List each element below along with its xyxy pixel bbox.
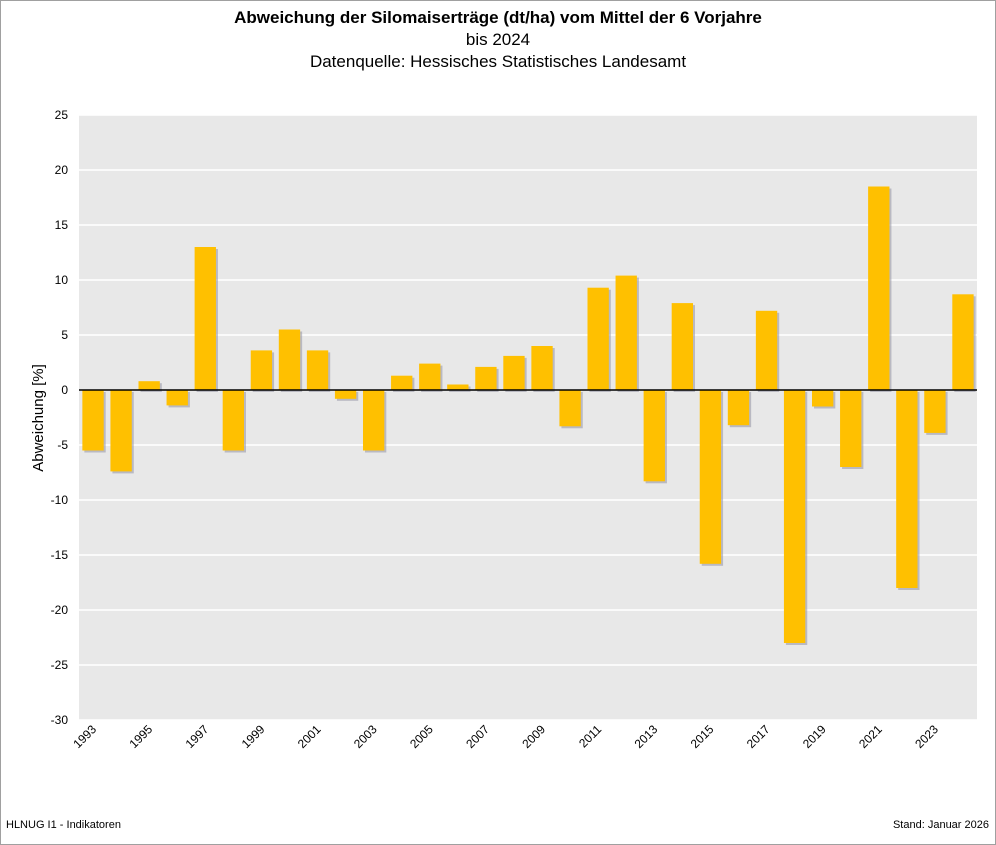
bar-2002 (334, 390, 357, 399)
bar-2020 (840, 390, 862, 467)
y-tick-label: 0 (61, 383, 68, 397)
x-tick-label: 2003 (351, 722, 380, 751)
bar-2024 (952, 294, 974, 390)
bar-1994 (110, 390, 132, 472)
chart-title: Abweichung der Silomaiserträge (dt/ha) v… (234, 8, 762, 27)
x-tick-label: 2001 (295, 722, 324, 751)
chart-source: Datenquelle: Hessisches Statistisches La… (309, 52, 687, 71)
y-tick-label: 20 (55, 163, 69, 177)
bar-1993 (82, 390, 104, 451)
bar-2008 (503, 355, 525, 390)
x-tick-label: 2015 (688, 722, 717, 751)
y-tick-label: 5 (61, 328, 68, 342)
bar-2023 (924, 390, 946, 433)
bar-2015 (699, 390, 722, 564)
chart-subtitle: bis 2024 (465, 30, 531, 49)
x-tick-label: 2011 (576, 722, 604, 750)
bar-2000 (278, 329, 301, 390)
bar-2021 (868, 186, 890, 390)
bar-2007 (475, 366, 497, 390)
footer-left: HLNUG I1 - Indikatoren (6, 819, 121, 831)
y-tick-label: 25 (55, 108, 69, 122)
y-tick-label: -20 (51, 603, 69, 617)
bar-2019 (811, 390, 834, 407)
y-tick-label: 10 (55, 273, 69, 287)
x-tick-label: 1999 (239, 722, 268, 751)
y-tick-label: 15 (55, 218, 69, 232)
x-tick-label: 2023 (912, 722, 941, 751)
bar-2022 (896, 390, 918, 588)
bar-1997 (194, 247, 216, 390)
bar-2017 (755, 310, 778, 390)
bar-2012 (615, 275, 637, 390)
x-tick-label: 1993 (70, 722, 99, 751)
bar-2001 (306, 350, 329, 390)
x-tick-label: 2005 (407, 722, 436, 751)
x-tick-label: 2021 (856, 722, 885, 751)
bar-1998 (222, 390, 245, 451)
y-tick-label: -15 (51, 548, 69, 562)
x-tick-label: 2009 (519, 722, 548, 751)
x-tick-label: 1997 (183, 722, 212, 751)
x-tick-label: 2007 (463, 722, 492, 751)
bar-2013 (643, 390, 665, 482)
bar-2005 (419, 363, 441, 390)
bar-2016 (727, 390, 750, 426)
y-tick-label: -10 (51, 493, 69, 507)
bar-2014 (671, 303, 694, 390)
bar-2004 (391, 375, 413, 390)
y-tick-label: -5 (57, 438, 68, 452)
bar-1999 (250, 350, 273, 390)
x-tick-label: 2013 (632, 722, 661, 751)
bar-2010 (559, 390, 581, 427)
footer-right: Stand: Januar 2026 (892, 819, 989, 831)
bar-2018 (783, 390, 806, 643)
bar-1995 (138, 381, 160, 390)
y-tick-label: -30 (51, 713, 69, 727)
bar-2009 (531, 346, 553, 390)
y-tick-label: -25 (51, 658, 69, 672)
bar-2011 (587, 287, 609, 390)
bar-2006 (447, 384, 469, 390)
bar-1996 (166, 390, 188, 406)
x-tick-label: 1995 (126, 722, 155, 751)
x-tick-label: 2019 (800, 722, 829, 751)
y-axis-label: Abweichung [%] (30, 364, 47, 472)
x-tick-label: 2017 (744, 722, 773, 751)
bar-2003 (362, 390, 385, 451)
